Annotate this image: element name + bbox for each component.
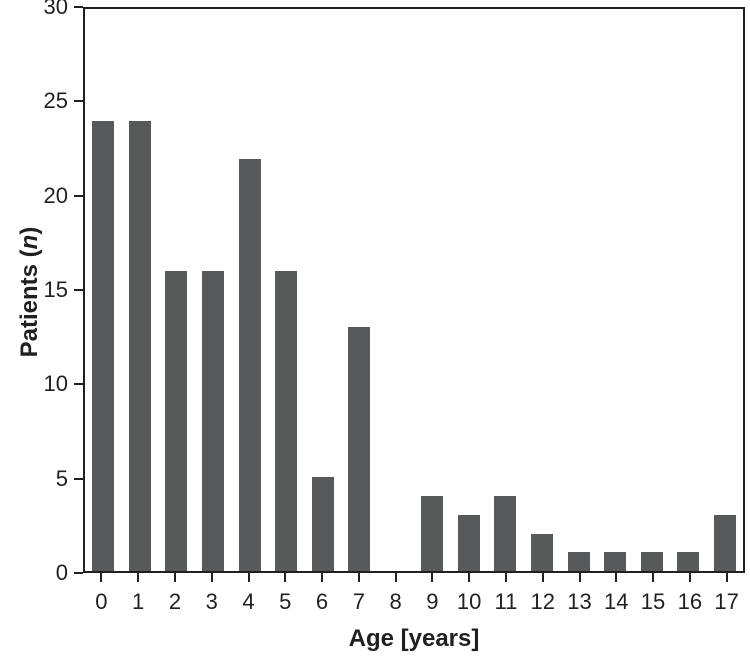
y-tick-label-0: 0 [55,560,68,585]
x-tick-8 [394,573,397,582]
bar-age-10 [457,514,480,571]
x-tick-7 [357,573,360,582]
x-tick-14 [615,573,618,582]
x-tick-label-13: 13 [567,589,592,614]
bar-slot-age-12 [524,9,561,571]
y-axis-label-italic-n: n [16,234,43,250]
x-tick-label-11: 11 [494,589,518,614]
bar-age-13 [567,552,590,571]
bar-slot-age-4 [231,9,268,571]
bar-age-16 [677,552,700,571]
x-tick-0 [100,573,103,582]
x-tick-label-0: 0 [95,589,108,614]
bar-slot-age-11 [487,9,524,571]
x-tick-6 [321,573,324,582]
bar-age-14 [604,552,627,571]
bar-slot-age-6 [304,9,341,571]
bar-age-11 [494,496,517,571]
bar-age-0 [92,121,115,571]
bar-age-5 [275,271,298,571]
y-tick-20 [74,194,83,197]
x-tick-11 [504,573,507,582]
y-tick-10 [74,383,83,386]
bar-age-4 [238,158,261,571]
bar-slot-age-5 [268,9,305,571]
bar-slot-age-14 [597,9,634,571]
bar-age-6 [311,477,334,571]
x-tick-10 [468,573,471,582]
bar-age-12 [531,533,554,571]
x-tick-label-5: 5 [279,589,292,614]
x-tick-label-3: 3 [205,589,218,614]
x-tick-5 [284,573,287,582]
x-tick-label-15: 15 [640,589,666,614]
plot-area [83,7,745,573]
bar-age-2 [165,271,188,571]
y-tick-label-30: 30 [43,0,68,19]
x-tick-label-14: 14 [604,589,629,614]
x-tick-13 [578,573,581,582]
bars [85,9,743,571]
x-tick-16 [688,573,691,582]
y-axis-label-prefix: Patients ( [16,249,43,358]
bar-age-1 [128,121,151,571]
bar-slot-age-7 [341,9,378,571]
x-tick-9 [431,573,434,582]
bar-slot-age-1 [122,9,159,571]
y-tick-label-15: 15 [43,277,68,302]
x-tick-label-17: 17 [714,589,739,614]
bar-slot-age-15 [633,9,670,571]
y-tick-label-10: 10 [43,371,68,397]
x-tick-label-7: 7 [352,589,365,614]
bar-slot-age-13 [560,9,597,571]
y-tick-25 [74,100,83,103]
bar-age-17 [713,514,736,571]
y-axis-label-suffix: ) [16,226,43,235]
bar-age-15 [640,552,663,571]
bar-age-7 [348,327,371,571]
y-tick-15 [74,289,83,291]
y-tick-label-5: 5 [55,465,68,491]
bar-slot-age-10 [451,9,488,571]
bar-slot-age-16 [670,9,707,571]
bar-slot-age-17 [707,9,744,571]
bar-slot-age-9 [414,9,451,571]
y-tick-0 [74,572,83,574]
bar-slot-age-3 [195,9,232,571]
x-tick-4 [247,573,250,582]
y-tick-30 [74,6,83,8]
x-tick-2 [173,573,176,582]
x-tick-label-16: 16 [677,589,703,614]
x-tick-label-12: 12 [530,589,555,614]
x-tick-15 [652,573,655,582]
x-tick-label-4: 4 [242,589,255,614]
x-tick-label-6: 6 [315,589,329,614]
x-tick-3 [210,573,213,582]
x-tick-label-2: 2 [168,589,182,614]
x-tick-12 [541,573,544,582]
bar-age-9 [421,496,444,571]
y-tick-label-20: 20 [43,182,68,208]
x-tick-label-9: 9 [426,589,439,614]
bar-slot-age-0 [85,9,122,571]
y-tick-5 [74,477,83,480]
x-tick-1 [137,573,140,582]
x-axis-label: Age [years] [348,625,480,652]
x-tick-17 [725,573,728,582]
bar-age-3 [201,271,224,571]
bar-slot-age-8 [378,9,415,571]
x-tick-label-8: 8 [389,589,402,614]
x-tick-label-1: 1 [132,589,145,614]
y-tick-label-25: 25 [43,88,68,114]
x-tick-label-10: 10 [456,589,482,614]
bar-slot-age-2 [158,9,195,571]
